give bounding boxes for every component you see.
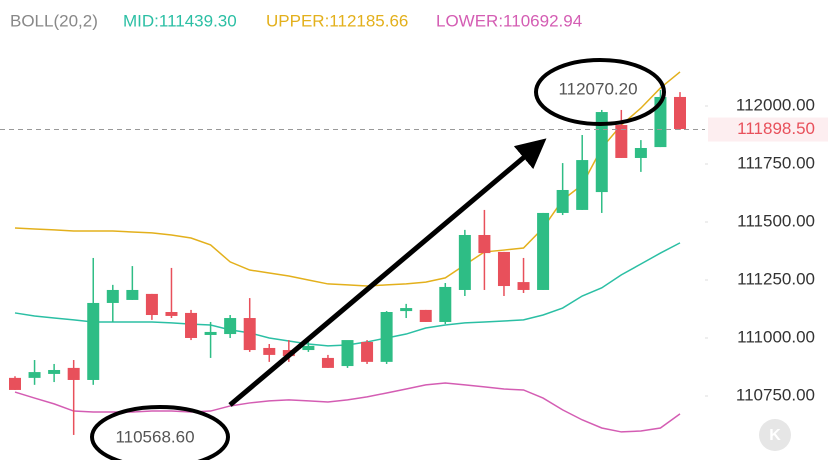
candle-body [87,302,100,380]
candle-body [576,160,589,210]
candle-body [595,112,608,193]
candle-body [48,369,61,374]
candle-body [458,234,471,290]
candle-body [302,345,315,351]
legend-entry: MID:111439.30 [123,11,237,30]
candle-body [263,347,276,355]
candle-body [9,377,21,390]
low-annotation: 110568.60 [115,427,194,446]
candle-body [556,189,569,213]
candle-body [204,331,217,335]
candle-body [497,251,510,287]
candle-body [537,212,550,290]
y-tick-label: 111750.00 [737,153,815,172]
candle-body [419,309,432,322]
y-tick-label: 111500.00 [737,211,815,230]
candle-body [185,312,198,338]
legend-entry: UPPER:112185.66 [266,11,408,30]
y-tick-label: 111250.00 [737,269,815,288]
candle-body [28,372,41,378]
candle-body [126,289,139,300]
y-tick-label: 112000.00 [736,95,815,114]
high-annotation: 112070.20 [558,79,637,98]
candle-body [224,318,237,335]
legend: BOLL(20,2) MID:111439.30 UPPER:112185.66 L… [10,11,582,30]
annotation-circle [534,58,666,126]
candle-body [165,312,178,316]
candle-body [361,341,374,362]
candle-body [634,147,647,158]
logo-text[interactable]: K [769,427,781,444]
candle-body [400,308,413,312]
current-price-label: 111898.50 [737,119,815,138]
candle-body [439,286,452,322]
candle-body [517,282,530,290]
candle-body [321,357,334,368]
candle-body [478,234,491,254]
indicator-label: BOLL(20,2) [10,11,98,30]
band-line [14,71,681,287]
candle-body [243,318,256,351]
candle-body [67,367,80,380]
candle-body [106,289,119,303]
annotation-circle [90,405,230,460]
legend-entry: LOWER:110692.94 [436,11,582,30]
plot-area [0,71,708,435]
candle-body [380,312,393,362]
y-tick-label: 111000.00 [737,327,815,346]
logo[interactable] [759,419,791,451]
current-price-bg [708,117,828,142]
candle-body [615,125,628,158]
candle-body [674,96,686,129]
arrow [228,138,547,407]
y-tick-label: 110750.00 [736,385,815,404]
candle-body [654,96,667,148]
candle-body [145,293,158,316]
candle-body [341,340,354,367]
